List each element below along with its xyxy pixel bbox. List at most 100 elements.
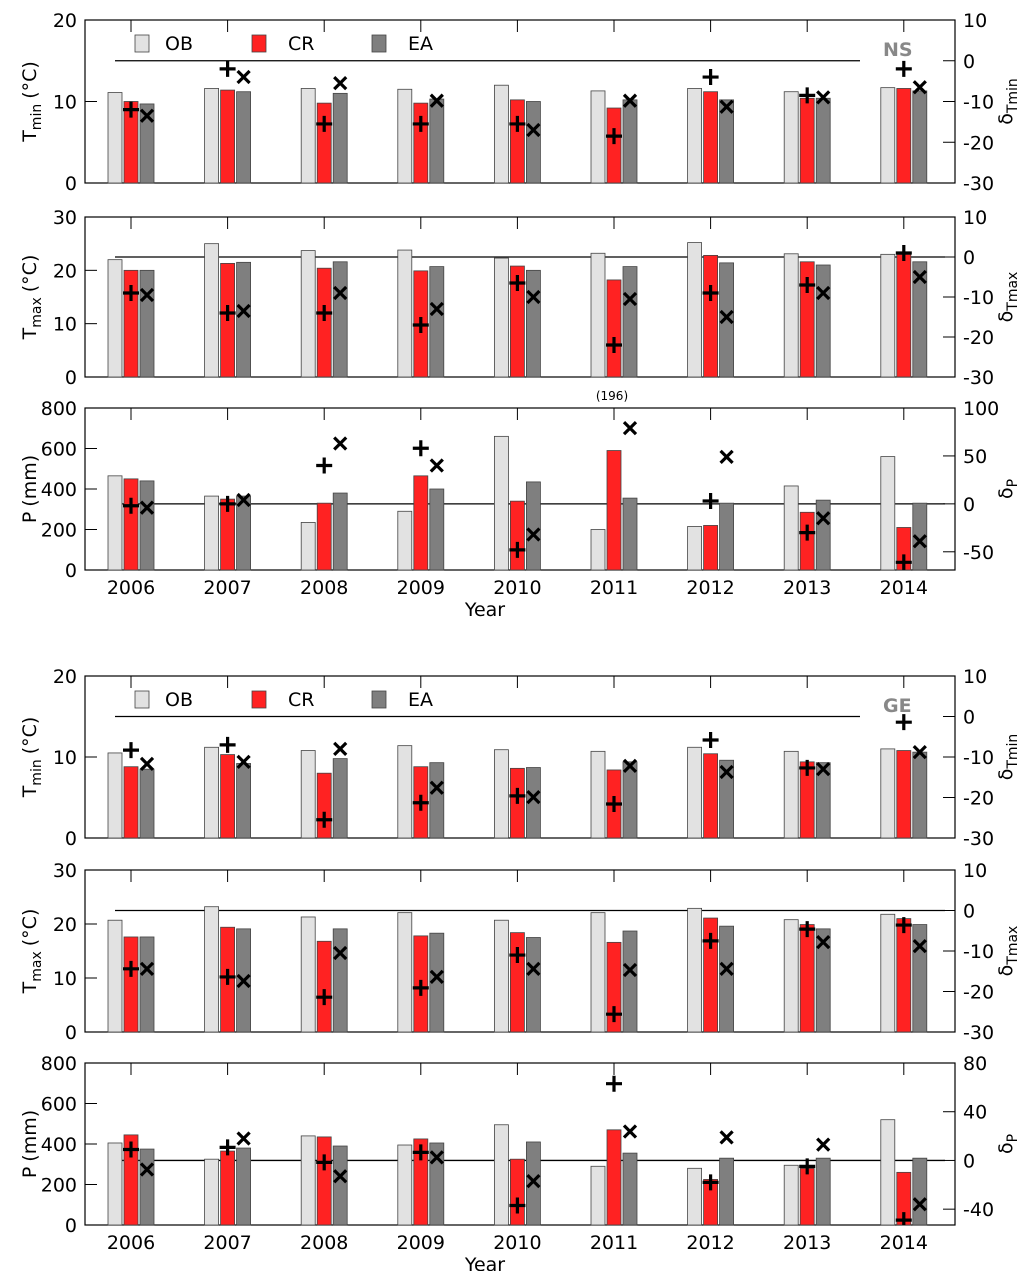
bar [799,511,815,571]
plus-marker [895,714,912,731]
y-tick-label: 20 [53,914,77,936]
bar [783,1164,799,1226]
plus-marker [606,795,622,812]
bar [139,480,155,571]
y-axis-label-main: T [19,981,41,994]
bar [703,753,718,839]
y2-axis-label-main: δ [995,113,1017,125]
bar [316,1136,332,1226]
plus-marker [799,87,816,104]
y-tick-label: 0 [65,1215,77,1237]
bar [107,259,123,378]
bar [139,269,155,378]
plus-marker [219,495,236,512]
cross-marker [622,962,638,978]
bar [719,502,734,571]
bar [783,485,799,571]
bar [123,478,139,571]
x-tick-label: 2014 [880,1232,928,1254]
bar [204,1158,220,1226]
bar [880,456,896,571]
bar [429,266,445,378]
bar [220,754,236,839]
y-axis-label: Tmax (°C) [19,909,45,995]
bar [204,243,220,378]
x-tick-label: 2013 [783,1232,831,1254]
bar [880,913,896,1033]
y2-tick-label: 0 [963,51,975,73]
y2-axis-label: δP [995,479,1021,499]
bar [703,917,718,1033]
y2-tick-label: -30 [963,367,994,389]
cross-marker [236,754,251,769]
y2-axis-label-main: δ [995,1142,1017,1154]
y2-tick-label: 10 [963,666,987,688]
bar [300,750,316,839]
bar [397,249,413,378]
y2-tick-label: -30 [963,173,994,195]
cross-marker [333,945,348,961]
y-tick-label: 20 [53,10,77,32]
y2-axis-label: δTmin [995,734,1021,781]
cross-marker [816,511,831,526]
bar [316,502,332,571]
cross-marker [139,287,155,303]
bar [397,88,413,184]
legend-label: CR [288,33,314,55]
bar [220,89,236,184]
bar [783,253,799,378]
bar [123,1134,139,1226]
bar [332,758,348,839]
legend-swatch [371,690,387,709]
plus-marker [509,115,526,132]
cross-marker [719,764,734,780]
y2-tick-label: -10 [963,287,994,309]
cross-marker [236,303,251,319]
bar [332,928,348,1033]
bar [526,101,541,184]
bar [332,261,348,378]
y-axis-label: P (mm) [19,455,41,523]
bar [799,924,815,1033]
bar [703,254,718,378]
bar [719,262,734,378]
plus-marker [123,285,139,301]
bar [397,912,413,1033]
bar [300,88,316,184]
y2-tick-label: 0 [963,901,975,923]
bar [783,750,799,839]
bar [123,269,139,378]
bar [815,928,831,1033]
y-tick-label: 10 [53,747,77,769]
bar [316,102,332,184]
y-axis-label-sub: max [29,951,45,982]
bar [300,522,316,571]
legend-label: CR [288,689,314,711]
cross-marker [139,756,155,772]
bar [429,488,445,571]
plus-marker [412,1144,429,1161]
cross-marker [333,741,348,757]
bar [606,107,622,184]
y-axis-label-unit: (mm) [19,455,41,507]
bar [606,279,622,378]
bar [815,1157,831,1226]
x-tick-label: 2011 [590,577,638,599]
y-tick-label: 200 [41,520,77,542]
plus-marker [799,1158,816,1175]
plus-marker [606,128,622,145]
bar [815,264,831,378]
x-tick-label: 2007 [203,577,251,599]
cross-marker [236,1131,251,1146]
bar [123,101,139,184]
y-tick-label: 10 [53,314,77,336]
y-tick-label: 800 [41,1053,77,1075]
y2-axis-label-sub: Tmax [1005,272,1021,312]
bar [332,492,348,571]
bar [687,1167,702,1226]
legend-label: EA [408,689,433,711]
bar [526,481,541,571]
y2-axis-label: δTmax [995,272,1021,323]
cross-marker [139,1162,155,1177]
